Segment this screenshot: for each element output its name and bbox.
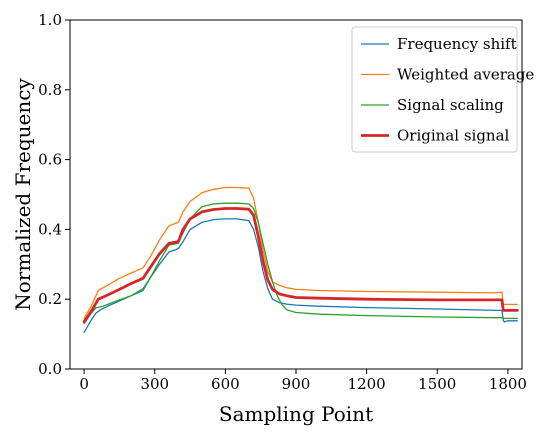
legend-label: Weighted average bbox=[397, 66, 534, 84]
y-tick-label: 0.6 bbox=[38, 151, 62, 169]
series-line bbox=[83, 218, 518, 334]
y-tick-label: 0.2 bbox=[38, 290, 62, 308]
legend-label: Signal scaling bbox=[397, 96, 504, 114]
x-tick-label: 1800 bbox=[489, 375, 527, 393]
x-tick-label: 1500 bbox=[418, 375, 456, 393]
x-axis-title: Sampling Point bbox=[219, 402, 373, 426]
y-tick-label: 1.0 bbox=[38, 11, 62, 29]
series-line bbox=[83, 202, 518, 325]
plot-lines bbox=[82, 186, 519, 334]
x-tick-label: 900 bbox=[282, 375, 311, 393]
legend-label: Frequency shift bbox=[397, 35, 517, 53]
y-tick-label: 0.8 bbox=[38, 81, 62, 99]
series-line bbox=[82, 207, 519, 324]
legend-box bbox=[351, 26, 518, 153]
x-tick-label: 300 bbox=[140, 375, 169, 393]
y-axis: 0.0 0.2 0.4 0.6 0.8 1.0 bbox=[38, 11, 70, 378]
legend-label: Original signal bbox=[397, 127, 510, 145]
x-tick-label: 0 bbox=[79, 375, 89, 393]
x-tick-label: 1200 bbox=[348, 375, 386, 393]
series-line bbox=[83, 186, 518, 320]
y-axis-title: Normalized Frequency bbox=[11, 78, 35, 311]
legend: Frequency shift Weighted average Signal sc… bbox=[351, 26, 534, 153]
y-tick-label: 0.0 bbox=[38, 360, 62, 378]
x-axis: 0 300 600 900 1200 1500 1800 bbox=[79, 369, 527, 393]
y-tick-label: 0.4 bbox=[38, 220, 62, 238]
x-tick-label: 600 bbox=[211, 375, 240, 393]
